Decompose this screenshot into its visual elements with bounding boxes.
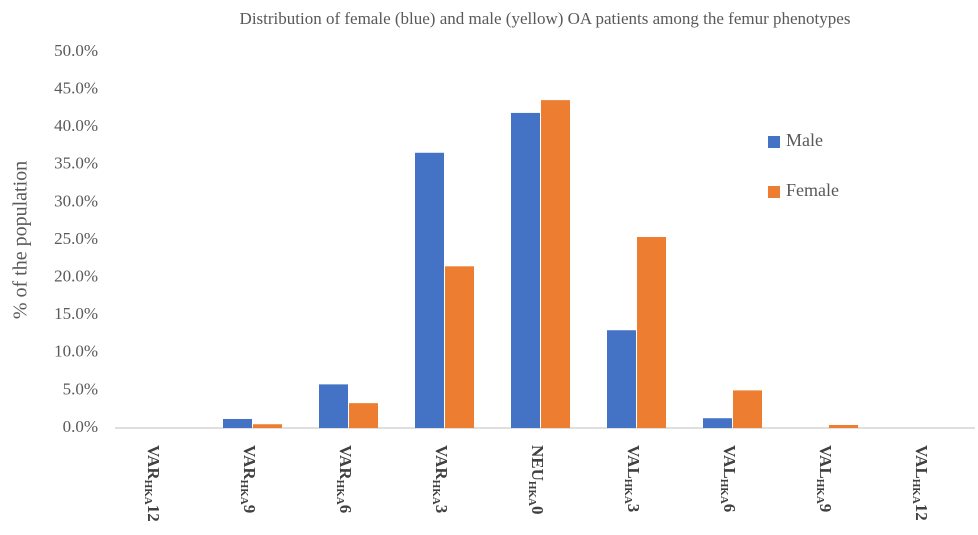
bar (223, 418, 252, 428)
bar (733, 390, 762, 428)
x-tick-label-part: 6 (336, 505, 355, 514)
x-tick-label-part: VAL (816, 445, 835, 479)
x-tick-label-part: VAR (240, 445, 259, 480)
x-tick-label: VALHKA12 (910, 445, 931, 521)
x-tick-label-part: VAR (336, 445, 355, 480)
legend-swatch (768, 136, 780, 148)
x-tick-label-part: HKA (910, 479, 922, 504)
bar (415, 152, 444, 428)
x-tick-label-part: 12 (144, 505, 163, 522)
x-tick-label-part: HKA (718, 479, 730, 504)
x-tick-label: VARHKA9 (238, 445, 259, 513)
bar (319, 384, 348, 428)
bar (829, 424, 858, 428)
x-tick-label-part: VAR (144, 445, 163, 480)
bar (703, 418, 732, 428)
x-tick-label-part: VAL (624, 445, 643, 479)
x-tick-label-part: HKA (238, 480, 250, 505)
bar (253, 424, 282, 428)
x-tick-label: VARHKA12 (142, 445, 163, 522)
bar (445, 266, 474, 428)
x-tick-label-part: 3 (624, 504, 643, 513)
x-tick-label-part: 9 (816, 504, 835, 513)
x-tick-label-part: HKA (430, 480, 442, 505)
x-tick-label: VARHKA3 (430, 445, 451, 513)
bar (637, 236, 666, 428)
x-tick-label-part: VAL (912, 445, 931, 479)
x-tick-label: VALHKA6 (718, 445, 739, 512)
x-tick-label: VALHKA3 (622, 445, 643, 512)
x-tick-label-part: 9 (240, 505, 259, 514)
x-tick-label-part: HKA (334, 480, 346, 505)
legend-label: Female (786, 180, 839, 200)
legend-swatch (768, 186, 780, 198)
x-tick-label-part: VAR (432, 445, 451, 480)
bar (607, 330, 636, 428)
y-tick-label: 5.0% (63, 379, 98, 398)
y-tick-label: 25.0% (54, 229, 98, 248)
y-tick-label: 35.0% (54, 154, 98, 173)
x-tick-label: VALHKA9 (814, 445, 835, 512)
x-tick-label: NEUHKA0 (526, 445, 547, 514)
legend-label: Male (786, 130, 823, 150)
y-tick-label: 15.0% (54, 304, 98, 323)
bar (511, 112, 540, 429)
chart-title: Distribution of female (blue) and male (… (240, 9, 851, 28)
x-tick-label-part: HKA (142, 480, 154, 505)
y-tick-label: 30.0% (54, 191, 98, 210)
bar (541, 100, 570, 429)
x-tick-label-part: 6 (720, 504, 739, 513)
x-tick-label-part: NEU (528, 445, 547, 481)
y-tick-label: 40.0% (54, 116, 98, 135)
x-tick-label-part: HKA (622, 479, 634, 504)
y-tick-label: 50.0% (54, 41, 98, 60)
x-tick-label-part: HKA (814, 479, 826, 504)
y-tick-label: 0.0% (63, 417, 98, 436)
x-tick-label: VARHKA6 (334, 445, 355, 513)
y-tick-label: 20.0% (54, 267, 98, 286)
x-tick-label-part: VAL (720, 445, 739, 479)
x-tick-label-part: 0 (528, 506, 547, 515)
y-tick-label: 10.0% (54, 342, 98, 361)
y-axis-label: % of the population (10, 161, 32, 319)
x-tick-label-part: HKA (526, 481, 538, 506)
x-tick-label-part: 12 (912, 504, 931, 521)
bar (349, 403, 378, 428)
x-tick-label-part: 3 (432, 505, 451, 514)
y-tick-label: 45.0% (54, 79, 98, 98)
